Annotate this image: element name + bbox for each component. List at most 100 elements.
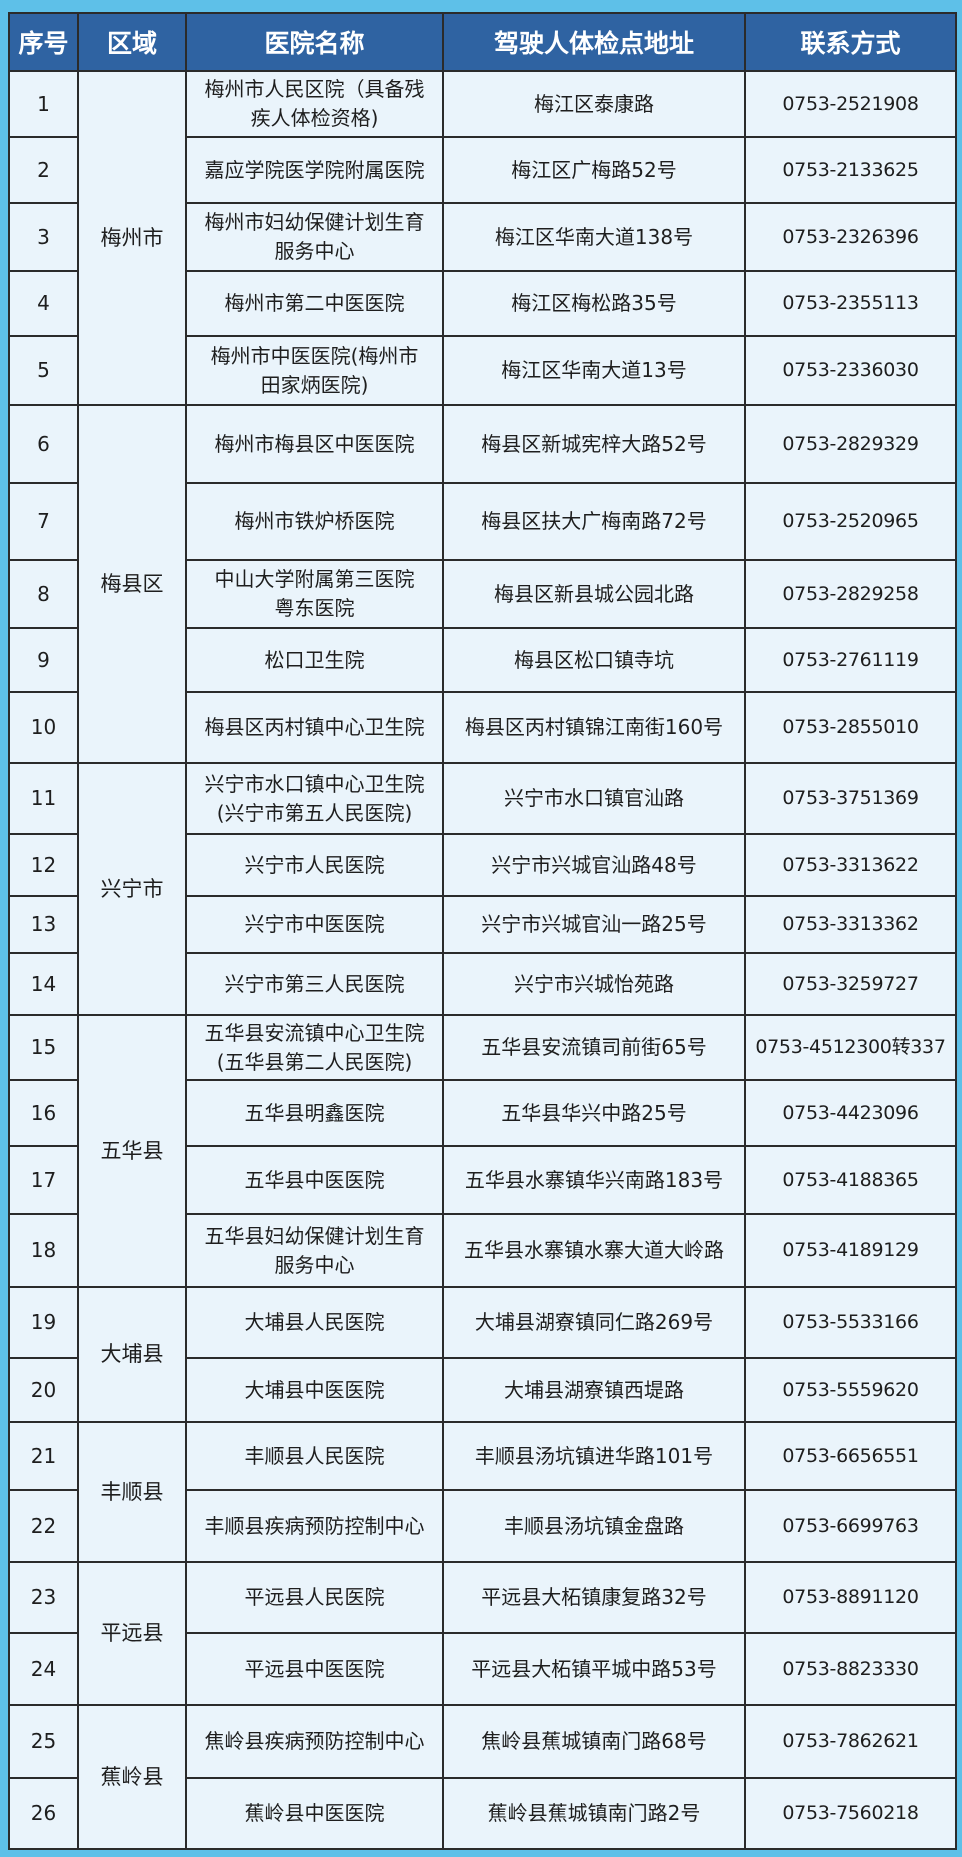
table-row: 26 蕉岭县中医医院 蕉岭县蕉城镇南门路2号 0753-7560218 <box>8 1777 957 1850</box>
table-row: 23 平远县 平远县人民医院 平远县大柘镇康复路32号 0753-8891120 <box>8 1561 957 1706</box>
exam-address: 梅县区丙村镇锦江南街160号 <box>442 691 746 764</box>
row-number: 2 <box>8 136 79 204</box>
table-row: 3 梅州市妇幼保健计划生育 服务中心 梅江区华南大道138号 0753-2326396 <box>8 202 957 272</box>
exam-address: 梅江区梅松路35号 <box>442 270 746 337</box>
hospital-name: 梅县区丙村镇中心卫生院 <box>185 691 444 764</box>
contact-phone: 0753-2521908 <box>744 70 957 138</box>
hospital-name: 梅州市梅县区中医医院 <box>185 404 444 484</box>
exam-address: 兴宁市兴城怡苑路 <box>442 952 746 1016</box>
hospital-name: 五华县妇幼保健计划生育 服务中心 <box>185 1213 444 1288</box>
row-number: 7 <box>8 482 79 561</box>
table-row: 6 梅县区 梅州市梅县区中医医院 梅县区新城宪梓大路52号 0753-2829329 <box>8 404 957 764</box>
exam-address: 五华县水寨镇水寨大道大岭路 <box>442 1213 746 1288</box>
hospital-name: 平远县中医医院 <box>185 1632 444 1706</box>
exam-address: 梅江区华南大道13号 <box>442 335 746 406</box>
hospital-name: 兴宁市第三人民医院 <box>185 952 444 1016</box>
row-number: 5 <box>8 335 79 406</box>
header-address: 驾驶人体检点地址 <box>442 12 746 72</box>
hospital-name: 五华县明鑫医院 <box>185 1079 444 1147</box>
exam-address: 大埔县湖寮镇西堤路 <box>442 1357 746 1423</box>
table-row: 19 大埔县 大埔县人民医院 大埔县湖寮镇同仁路269号 0753-5533166 <box>8 1286 957 1423</box>
exam-address: 梅江区华南大道138号 <box>442 202 746 272</box>
exam-address: 兴宁市兴城官汕一路25号 <box>442 895 746 954</box>
exam-address: 梅江区泰康路 <box>442 70 746 138</box>
hospital-name: 平远县人民医院 <box>185 1561 444 1634</box>
hospital-name: 梅州市第二中医医院 <box>185 270 444 337</box>
exam-address: 梅县区新县城公园北路 <box>442 559 746 629</box>
exam-address: 梅县区新城宪梓大路52号 <box>442 404 746 484</box>
table-row: 10 梅县区丙村镇中心卫生院 梅县区丙村镇锦江南街160号 0753-2855010 <box>8 691 957 764</box>
row-number: 17 <box>8 1145 79 1215</box>
contact-phone: 0753-5559620 <box>744 1357 957 1423</box>
hospital-name: 兴宁市中医医院 <box>185 895 444 954</box>
exam-address: 梅县区松口镇寺坑 <box>442 627 746 693</box>
table-row: 18 五华县妇幼保健计划生育 服务中心 五华县水寨镇水寨大道大岭路 0753-4189… <box>8 1213 957 1288</box>
contact-phone: 0753-4189129 <box>744 1213 957 1288</box>
table-row: 7 梅州市铁炉桥医院 梅县区扶大广梅南路72号 0753-2520965 <box>8 482 957 561</box>
contact-phone: 0753-5533166 <box>744 1286 957 1359</box>
hospital-name: 大埔县中医医院 <box>185 1357 444 1423</box>
exam-address: 五华县安流镇司前街65号 <box>442 1014 746 1081</box>
hospital-table: 序号 区域 医院名称 驾驶人体检点地址 联系方式 1 梅州市 梅州市人民区院（具备残… <box>8 12 957 1850</box>
region-cell: 梅县区 <box>77 404 187 764</box>
header-region: 区域 <box>77 12 187 72</box>
contact-phone: 0753-2855010 <box>744 691 957 764</box>
hospital-name: 五华县安流镇中心卫生院 (五华县第二人民医院) <box>185 1014 444 1081</box>
region-cell: 兴宁市 <box>77 762 187 1016</box>
table-row: 21 丰顺县 丰顺县人民医院 丰顺县汤坑镇进华路101号 0753-6656551 <box>8 1421 957 1563</box>
exam-address: 焦岭县蕉城镇南门路68号 <box>442 1704 746 1779</box>
exam-address: 梅县区扶大广梅南路72号 <box>442 482 746 561</box>
row-number: 4 <box>8 270 79 337</box>
row-number: 20 <box>8 1357 79 1423</box>
contact-phone: 0753-2829258 <box>744 559 957 629</box>
region-cell: 大埔县 <box>77 1286 187 1423</box>
contact-phone: 0753-3259727 <box>744 952 957 1016</box>
exam-address: 大埔县湖寮镇同仁路269号 <box>442 1286 746 1359</box>
region-cell: 五华县 <box>77 1014 187 1288</box>
row-number: 11 <box>8 762 79 835</box>
exam-address: 梅江区广梅路52号 <box>442 136 746 204</box>
hospital-name: 丰顺县疾病预防控制中心 <box>185 1489 444 1563</box>
region-cell: 平远县 <box>77 1561 187 1706</box>
row-number: 12 <box>8 833 79 897</box>
table-row: 24 平远县中医医院 平远县大柘镇平城中路53号 0753-8823330 <box>8 1632 957 1706</box>
table-row: 17 五华县中医医院 五华县水寨镇华兴南路183号 0753-4188365 <box>8 1145 957 1215</box>
row-number: 23 <box>8 1561 79 1634</box>
hospital-name: 兴宁市水口镇中心卫生院 (兴宁市第五人民医院) <box>185 762 444 835</box>
contact-phone: 0753-3751369 <box>744 762 957 835</box>
row-number: 13 <box>8 895 79 954</box>
hospital-name: 大埔县人民医院 <box>185 1286 444 1359</box>
hospital-name: 嘉应学院医学院附属医院 <box>185 136 444 204</box>
contact-phone: 0753-2829329 <box>744 404 957 484</box>
hospital-name: 松口卫生院 <box>185 627 444 693</box>
table-row: 25 蕉岭县 焦岭县疾病预防控制中心 焦岭县蕉城镇南门路68号 0753-7862621 <box>8 1704 957 1850</box>
table-row: 12 兴宁市人民医院 兴宁市兴城官汕路48号 0753-3313622 <box>8 833 957 897</box>
table-row: 4 梅州市第二中医医院 梅江区梅松路35号 0753-2355113 <box>8 270 957 337</box>
exam-address: 平远县大柘镇康复路32号 <box>442 1561 746 1634</box>
contact-phone: 0753-2133625 <box>744 136 957 204</box>
contact-phone: 0753-8823330 <box>744 1632 957 1706</box>
table-row: 2 嘉应学院医学院附属医院 梅江区广梅路52号 0753-2133625 <box>8 136 957 204</box>
table-row: 5 梅州市中医医院(梅州市 田家炳医院) 梅江区华南大道13号 0753-233603… <box>8 335 957 406</box>
row-number: 22 <box>8 1489 79 1563</box>
row-number: 16 <box>8 1079 79 1147</box>
exam-address: 兴宁市兴城官汕路48号 <box>442 833 746 897</box>
table-row: 20 大埔县中医医院 大埔县湖寮镇西堤路 0753-5559620 <box>8 1357 957 1423</box>
contact-phone: 0753-6699763 <box>744 1489 957 1563</box>
contact-phone: 0753-7862621 <box>744 1704 957 1779</box>
table-row: 14 兴宁市第三人民医院 兴宁市兴城怡苑路 0753-3259727 <box>8 952 957 1016</box>
row-number: 9 <box>8 627 79 693</box>
table-row: 13 兴宁市中医医院 兴宁市兴城官汕一路25号 0753-3313362 <box>8 895 957 954</box>
hospital-name: 梅州市中医医院(梅州市 田家炳医院) <box>185 335 444 406</box>
exam-address: 平远县大柘镇平城中路53号 <box>442 1632 746 1706</box>
hospital-name: 蕉岭县中医医院 <box>185 1777 444 1850</box>
hospital-name: 梅州市铁炉桥医院 <box>185 482 444 561</box>
table-row: 22 丰顺县疾病预防控制中心 丰顺县汤坑镇金盘路 0753-6699763 <box>8 1489 957 1563</box>
exam-address: 丰顺县汤坑镇金盘路 <box>442 1489 746 1563</box>
row-number: 8 <box>8 559 79 629</box>
contact-phone: 0753-2336030 <box>744 335 957 406</box>
hospital-name: 丰顺县人民医院 <box>185 1421 444 1491</box>
hospital-name: 焦岭县疾病预防控制中心 <box>185 1704 444 1779</box>
contact-phone: 0753-2355113 <box>744 270 957 337</box>
row-number: 15 <box>8 1014 79 1081</box>
